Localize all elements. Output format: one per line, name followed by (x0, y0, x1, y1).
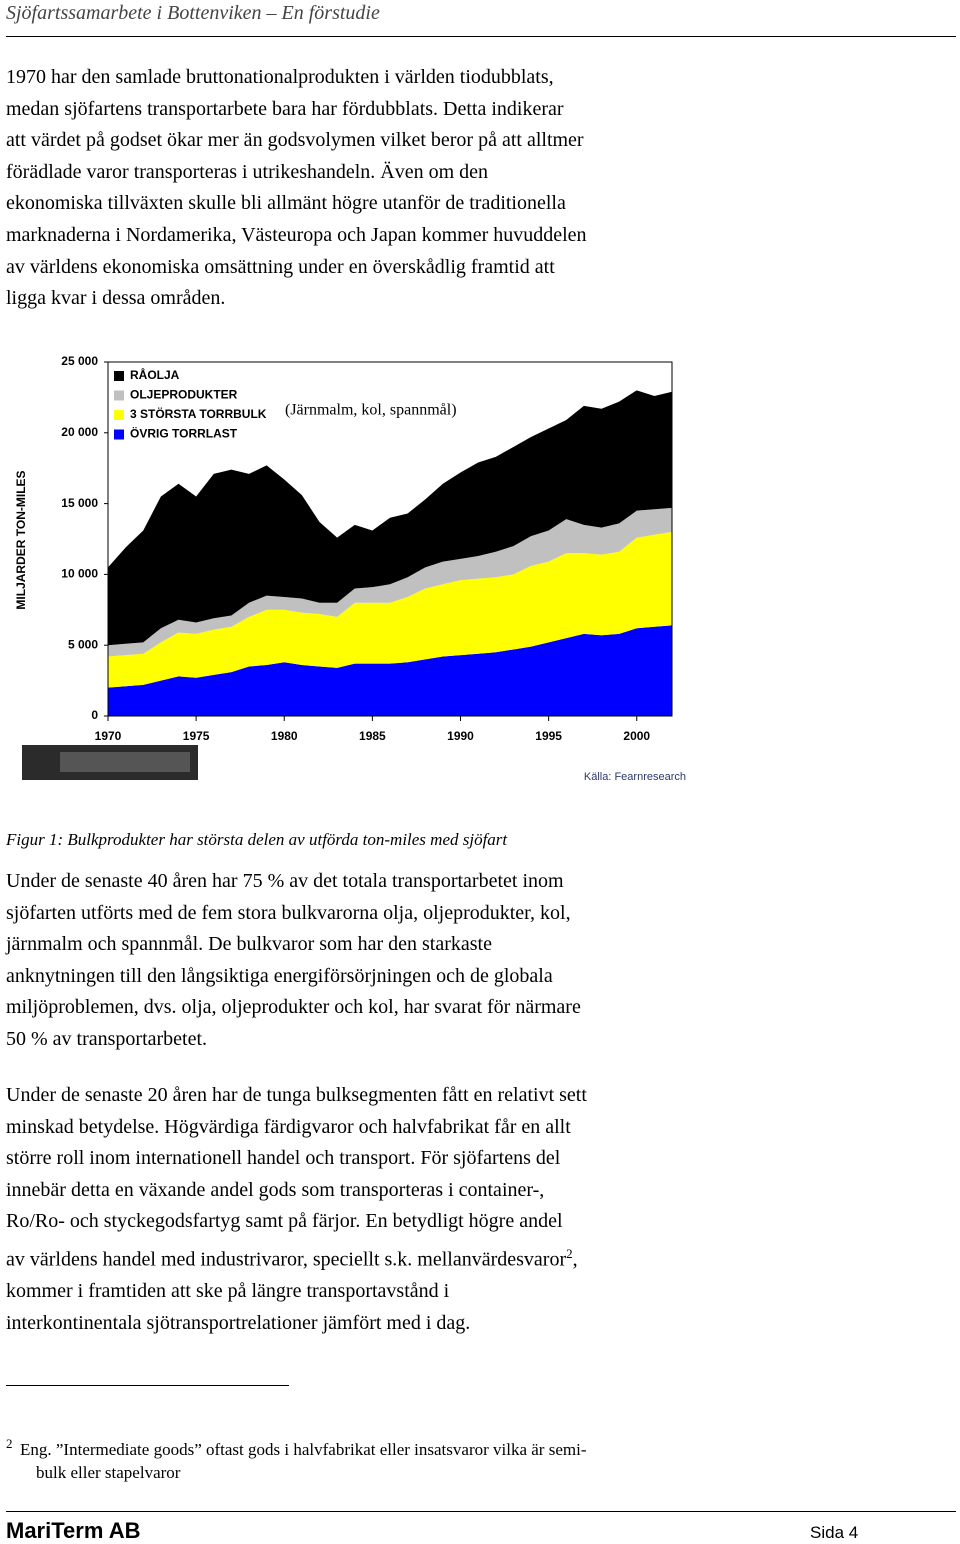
paragraph: Under de senaste 20 åren har de tunga bu… (6, 1080, 587, 1339)
x-tick-label: 1970 (95, 729, 122, 743)
footnote: Eng. ”Intermediate goods” oftast gods i … (20, 1438, 586, 1484)
text-line: minskad betydelse. Högvärdiga färdigvaro… (6, 1115, 571, 1138)
area (108, 531, 672, 688)
x-tick-label: 2000 (623, 729, 650, 743)
text-line: förädlade varor transporteras i utrikesh… (6, 160, 489, 183)
x-tick-label: 1995 (535, 729, 562, 743)
footnote-line: Eng. ”Intermediate goods” oftast gods i … (20, 1440, 587, 1459)
text-line: miljöproblemen, dvs. olja, oljeprodukter… (6, 996, 581, 1019)
area (108, 390, 672, 646)
text-line: innebär detta en växande andel gods som … (6, 1178, 545, 1201)
paragraph: 1970 har den samlade bruttonationalprodu… (6, 62, 587, 315)
y-tick-label: 5 000 (68, 637, 98, 651)
text-line: medan sjöfartens transportarbete bara ha… (6, 97, 564, 120)
legend-label: OLJEPRODUKTER (130, 388, 238, 402)
text-line: sjöfarten utförts med de fem stora bulkv… (6, 901, 571, 924)
text-line: ekonomiska tillväxten skulle bli allmänt… (6, 192, 566, 215)
text-line: Under de senaste 40 åren har 75 % av det… (6, 870, 564, 892)
x-tick-label: 1975 (183, 729, 210, 743)
y-tick-label: 20 000 (61, 425, 98, 439)
text-line: anknytningen till den långsiktiga energi… (6, 964, 553, 987)
y-tick-label: 15 000 (61, 496, 98, 510)
text: , (572, 1248, 578, 1271)
plot-frame (107, 361, 673, 717)
figure-caption: Figur 1: Bulkprodukter har största delen… (6, 830, 508, 849)
text-line: större roll inom internationell handel o… (6, 1147, 561, 1170)
text-line: kommer i framtiden att ske på längre tra… (6, 1280, 450, 1303)
legend-swatch (114, 390, 124, 401)
text-line: 50 % av transportarbetet. (6, 1027, 208, 1050)
text-line: ligga kvar i dessa områden. (6, 287, 226, 310)
footnote-line: bulk eller stapelvaror (36, 1463, 181, 1482)
y-tick-label: 10 000 (61, 567, 98, 581)
footer-page: Sida 4 (810, 1523, 859, 1542)
legend-swatch (114, 371, 124, 381)
legend-label: 3 STÖRSTA TORRBULK (130, 406, 267, 421)
chart: 0 5 000 10 000 15 000 20 000 25 000 1970 1975 19… (14, 354, 686, 783)
annotation: (Järnmalm, kol, spannmål) (285, 402, 457, 419)
footer-company: MariTerm AB (6, 1518, 141, 1543)
text-line: 1970 har den samlade bruttonationalprodu… (6, 66, 554, 88)
y-axis-label: MILJARDER TON-MILES (14, 470, 28, 609)
y-tick-label: 0 (91, 708, 98, 722)
area (108, 507, 672, 657)
area (108, 625, 672, 716)
legend-label: ÖVRIG TORRLAST (130, 426, 238, 441)
text-line: Under de senaste 20 åren har de tunga bu… (6, 1084, 587, 1106)
header-rule (6, 36, 956, 37)
x-tick-label: 1990 (447, 729, 474, 743)
logo-text-block (60, 752, 190, 772)
legend-swatch (114, 410, 124, 420)
paragraph: Under de senaste 40 åren har 75 % av det… (6, 866, 581, 1056)
text-line: av världens ekonomiska omsättning under … (6, 255, 555, 278)
text-line: att värdet på godset ökar mer än godsvol… (6, 129, 584, 152)
legend-swatch (114, 429, 124, 440)
text-line: interkontinentala sjötransportrelationer… (6, 1311, 471, 1334)
footnote-ref: 2 (566, 1245, 573, 1261)
x-tick-label: 1980 (271, 729, 298, 743)
footnote-number: 2 (6, 1436, 13, 1451)
footnote-rule (6, 1385, 289, 1386)
text: av världens handel med industrivaror, sp… (6, 1248, 567, 1271)
footer-rule (6, 1511, 956, 1512)
text-line: av världens handel med industrivaror, sp… (6, 1238, 587, 1276)
source: Källa: Fearnresearch (584, 771, 686, 783)
text-line: järnmalm och spannmål. De bulkvaror som … (6, 933, 492, 956)
x-tick-label: 1985 (359, 729, 386, 743)
text-line: marknaderna i Nordamerika, Västeuropa oc… (6, 223, 587, 246)
text-line: Ro/Ro- och styckegodsfartyg samt på färj… (6, 1210, 563, 1233)
legend-label: RÅOLJA (130, 367, 180, 382)
y-tick-label: 25 000 (61, 354, 98, 368)
header-title: Sjöfartssamarbete i Bottenviken – En för… (6, 2, 380, 24)
